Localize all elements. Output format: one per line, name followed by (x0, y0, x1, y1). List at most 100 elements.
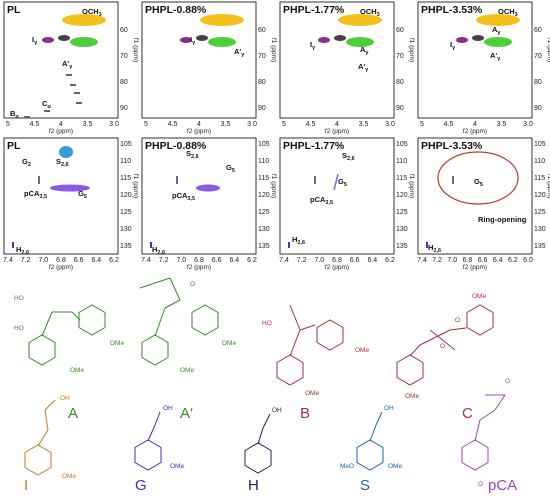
annotation-base: I (450, 40, 452, 49)
annotation: A'γ (234, 47, 245, 58)
annotation: Iγ (190, 35, 196, 46)
x-axis-label: f2 (ppm) (325, 128, 349, 135)
annotation-base: G (226, 163, 232, 172)
x-tick-label: 6.6 (74, 257, 84, 264)
x-tick-label: 7.2 (297, 257, 307, 264)
x-tick-label: 6.4 (493, 257, 503, 264)
group-label: OMe (62, 473, 76, 480)
peak (76, 102, 82, 104)
group-label: OMe (222, 340, 236, 347)
structure-label: I (24, 477, 28, 494)
x-tick-label: 6.2 (109, 257, 119, 264)
y-tick-label: 115 (120, 175, 131, 182)
ring (141, 334, 169, 366)
peak (208, 37, 236, 47)
group-label: OMe (472, 293, 486, 300)
y-tick-label: 130 (396, 226, 408, 233)
group-label: O (455, 317, 460, 324)
peak (476, 14, 520, 26)
annotation-sub: 2,6 (191, 154, 199, 160)
bond (289, 329, 301, 357)
y-tick-label: 125 (396, 209, 408, 216)
y-tick-label: 110 (396, 158, 407, 165)
x-tick-label: 7.2 (21, 257, 31, 264)
annotation-sub: 2,6 (21, 250, 29, 256)
annotation-base: I (32, 35, 34, 44)
annotation-sub: γ (365, 67, 369, 73)
x-tick-label: 4.5 (168, 121, 178, 128)
group-label: OMe (70, 367, 84, 374)
y-tick-label: 90 (534, 105, 542, 112)
x-tick-label: 3.0 (523, 121, 533, 128)
x-axis-label: f2 (ppm) (187, 264, 211, 271)
x-tick-label: 4 (59, 121, 63, 128)
x-tick-label: 7.4 (417, 257, 427, 264)
bond (154, 307, 166, 337)
structure-label: C (462, 405, 473, 422)
group-label: O (190, 281, 195, 288)
bond (71, 311, 81, 321)
annotation-base: H (152, 245, 157, 254)
annotation: S2,6 (56, 157, 69, 168)
bond (419, 329, 451, 346)
x-tick-label: 6.6 (478, 257, 488, 264)
annotation: S2,6 (342, 151, 355, 162)
bond (37, 429, 49, 447)
peak (42, 37, 54, 43)
annotation-base: I (190, 35, 192, 44)
y-tick-label: 105 (534, 141, 546, 148)
bond (257, 427, 264, 445)
peak (200, 14, 244, 26)
bond (147, 424, 156, 442)
annotation-base: H (16, 245, 21, 254)
y-tick-label: 90 (258, 105, 266, 112)
peak (452, 176, 454, 184)
annotation-base: A' (490, 51, 497, 60)
annotation: pCA3,5 (172, 191, 195, 202)
y-tick-label: 120 (120, 192, 132, 199)
group-label: OMe (405, 393, 419, 400)
panel-title: PHPL-3.53% (421, 4, 483, 16)
annotation-base: OCH (360, 7, 377, 16)
y-tick-label: 115 (534, 175, 545, 182)
annotation: OCH3 (82, 7, 102, 18)
y-axis-label: f1 (ppm) (132, 38, 139, 62)
annotation-base: pCA (172, 191, 188, 200)
annotation-base: A' (62, 59, 69, 68)
y-tick-label: 125 (258, 209, 270, 216)
annotation: Aγ (360, 45, 369, 56)
plot-frame (279, 137, 395, 255)
annotation-base: OCH (498, 7, 515, 16)
ring (28, 334, 56, 366)
ring (134, 439, 162, 471)
x-tick-label: 6.2 (385, 257, 395, 264)
group-label: OMe (355, 347, 369, 354)
annotation-sub: γ (34, 40, 38, 46)
annotation-base: G (474, 177, 480, 186)
annotation-sub: γ (241, 52, 245, 58)
y-axis-label: f1 (ppm) (270, 174, 277, 198)
ring (316, 319, 344, 351)
ring (191, 304, 219, 336)
x-tick-label: 3.0 (247, 121, 257, 128)
peak (70, 37, 98, 47)
y-tick-label: 135 (120, 243, 132, 250)
y-tick-label: 70 (396, 53, 404, 60)
annotation-base: A (360, 45, 366, 54)
panel-title: PHPL-1.77% (283, 140, 345, 152)
bond (429, 329, 456, 351)
annotation-sub: 3 (377, 12, 380, 18)
x-tick-label: 7.2 (159, 257, 169, 264)
peak (426, 242, 428, 248)
y-tick-label: 105 (120, 141, 132, 148)
x-tick-label: 7.4 (141, 257, 151, 264)
y-tick-label: 135 (396, 243, 408, 250)
annotation-sub: 2,6 (433, 248, 441, 254)
annotation: A'γ (490, 51, 501, 62)
annotation-base: H (428, 243, 433, 252)
y-tick-label: 130 (120, 226, 132, 233)
annotation-sub: 3 (99, 12, 102, 18)
peak (12, 242, 14, 248)
group-label: OMe (388, 463, 402, 470)
annotation-sub: γ (312, 45, 316, 51)
